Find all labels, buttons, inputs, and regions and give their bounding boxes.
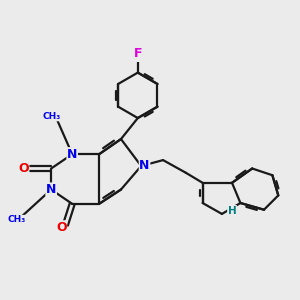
Text: CH₃: CH₃ bbox=[8, 215, 26, 224]
Text: F: F bbox=[134, 47, 142, 60]
Text: N: N bbox=[67, 148, 77, 161]
Text: N: N bbox=[46, 183, 56, 196]
Text: O: O bbox=[18, 162, 29, 175]
Text: H: H bbox=[228, 206, 236, 216]
Text: N: N bbox=[139, 160, 150, 172]
Text: O: O bbox=[56, 221, 67, 234]
Text: CH₃: CH₃ bbox=[43, 112, 61, 121]
